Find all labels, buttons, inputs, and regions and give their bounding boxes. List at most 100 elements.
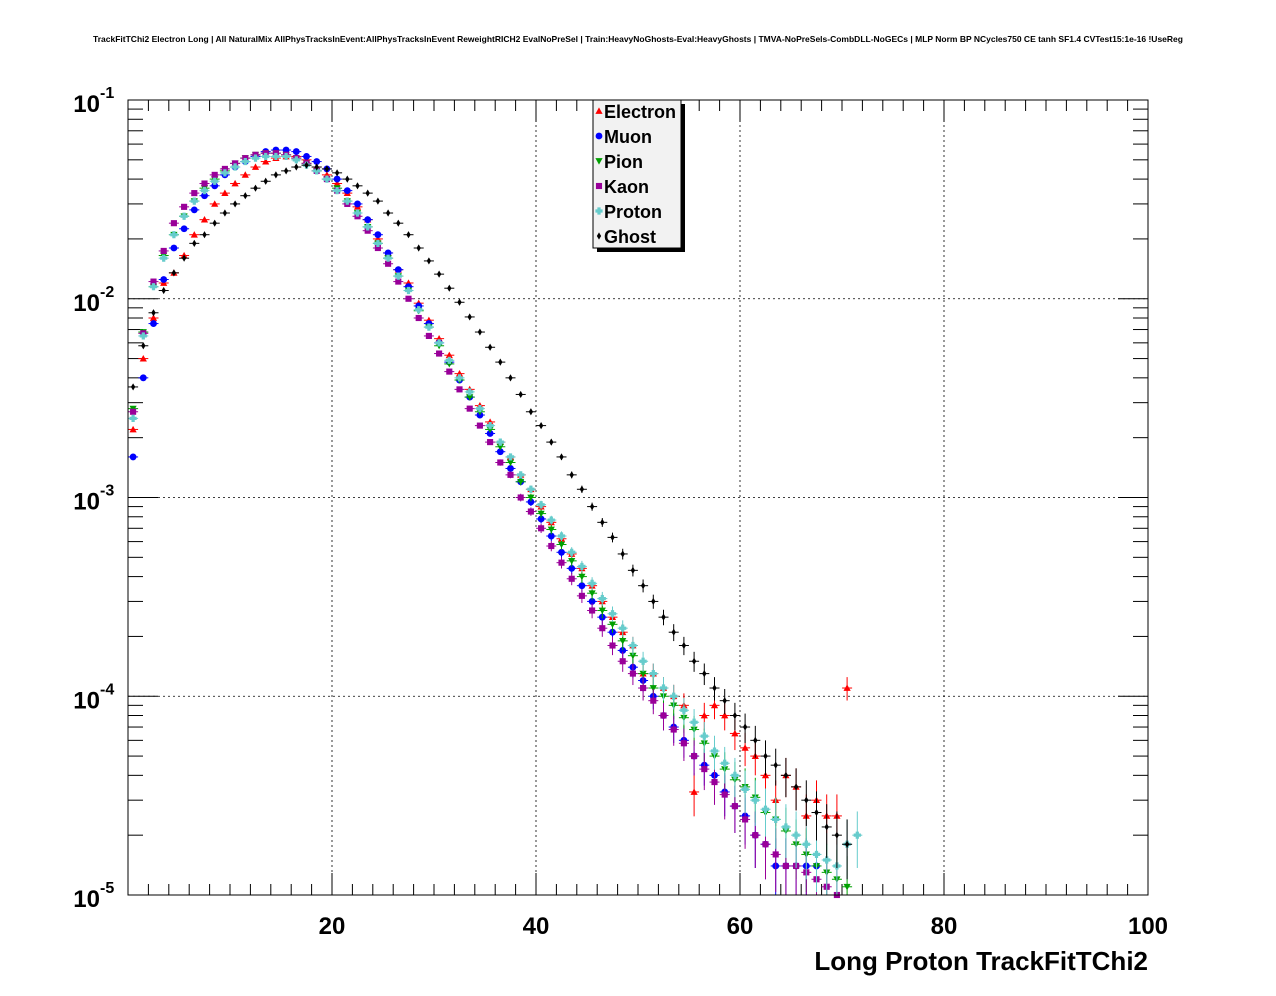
point-marker xyxy=(161,286,166,295)
point-marker xyxy=(425,332,432,339)
point-marker xyxy=(568,575,575,582)
data-point xyxy=(342,197,353,205)
point-marker xyxy=(853,831,861,839)
point-marker xyxy=(753,736,758,744)
data-point xyxy=(597,603,608,619)
point-marker xyxy=(812,850,821,859)
point-marker xyxy=(498,358,503,366)
point-marker xyxy=(170,220,177,227)
data-point xyxy=(281,152,292,161)
data-point xyxy=(597,620,608,637)
point-marker xyxy=(211,177,219,185)
point-marker xyxy=(282,152,290,161)
data-point xyxy=(556,557,567,569)
data-point xyxy=(148,309,159,317)
data-point xyxy=(301,161,312,169)
data-point xyxy=(699,752,710,791)
point-marker xyxy=(691,657,697,665)
point-marker xyxy=(385,260,392,267)
point-marker xyxy=(283,167,289,175)
data-point xyxy=(658,702,669,731)
data-point xyxy=(260,152,271,161)
point-marker xyxy=(426,257,432,265)
legend-label-ghost: Ghost xyxy=(604,227,656,247)
point-marker xyxy=(151,309,156,317)
data-point xyxy=(607,532,618,543)
data-point xyxy=(576,589,587,603)
data-point xyxy=(658,677,669,701)
data-point xyxy=(311,163,322,171)
y-tick-label-1e-3: 10 -3 xyxy=(73,483,114,516)
data-point xyxy=(189,206,200,214)
point-marker xyxy=(639,670,647,678)
data-point xyxy=(740,713,751,744)
point-marker xyxy=(435,335,443,342)
point-marker xyxy=(598,607,606,615)
data-point xyxy=(311,158,322,165)
point-marker xyxy=(690,788,698,795)
point-marker xyxy=(518,390,523,399)
point-marker xyxy=(445,351,453,359)
point-marker xyxy=(192,239,197,247)
series-layer xyxy=(128,146,863,899)
data-point xyxy=(179,254,190,262)
point-marker xyxy=(445,361,453,368)
data-point xyxy=(413,306,424,314)
point-marker xyxy=(141,342,146,350)
data-point xyxy=(168,220,179,227)
point-marker xyxy=(649,670,657,678)
point-marker xyxy=(578,573,586,581)
point-marker xyxy=(496,438,504,446)
data-point xyxy=(668,715,679,746)
point-marker xyxy=(710,701,719,709)
data-point xyxy=(240,192,251,200)
data-point xyxy=(209,171,220,178)
point-marker xyxy=(557,532,566,540)
point-marker xyxy=(129,414,137,423)
data-point xyxy=(189,190,200,197)
point-marker xyxy=(763,752,768,760)
legend-marker-proton xyxy=(595,207,603,215)
point-marker xyxy=(130,408,137,415)
point-marker xyxy=(619,624,627,632)
data-point xyxy=(821,804,832,858)
point-marker xyxy=(211,171,218,178)
data-point xyxy=(597,591,608,606)
point-marker xyxy=(568,548,576,556)
data-point xyxy=(148,283,159,291)
point-marker xyxy=(681,641,687,650)
legend-entry-ghost: Ghost xyxy=(596,227,656,247)
point-marker xyxy=(241,157,249,166)
point-marker xyxy=(537,515,545,523)
point-marker xyxy=(262,152,270,161)
point-marker xyxy=(324,165,330,173)
point-marker xyxy=(578,562,586,571)
point-marker xyxy=(160,276,168,283)
data-point xyxy=(536,509,547,518)
data-point xyxy=(393,219,404,227)
data-point xyxy=(168,269,179,277)
data-point xyxy=(454,374,465,382)
point-marker xyxy=(385,209,391,217)
data-point xyxy=(750,725,761,758)
data-point xyxy=(485,430,496,437)
point-marker xyxy=(487,343,493,351)
point-marker xyxy=(466,394,474,401)
point-marker xyxy=(149,314,158,321)
point-marker xyxy=(701,766,708,773)
x-tick-label-80: 80 xyxy=(931,913,958,940)
series-proton xyxy=(128,152,863,895)
data-point xyxy=(138,332,149,340)
point-marker xyxy=(232,160,239,167)
point-marker xyxy=(129,425,137,433)
point-marker xyxy=(537,510,545,518)
data-point xyxy=(556,453,567,461)
data-point xyxy=(760,740,771,776)
data-point xyxy=(587,603,598,619)
point-marker xyxy=(395,278,402,285)
data-point xyxy=(250,154,261,162)
x-axis-title: Long Proton TrackFitTChi2 xyxy=(814,946,1148,976)
data-point xyxy=(464,313,475,321)
legend-marker-shape xyxy=(595,158,603,165)
data-point xyxy=(658,609,669,626)
